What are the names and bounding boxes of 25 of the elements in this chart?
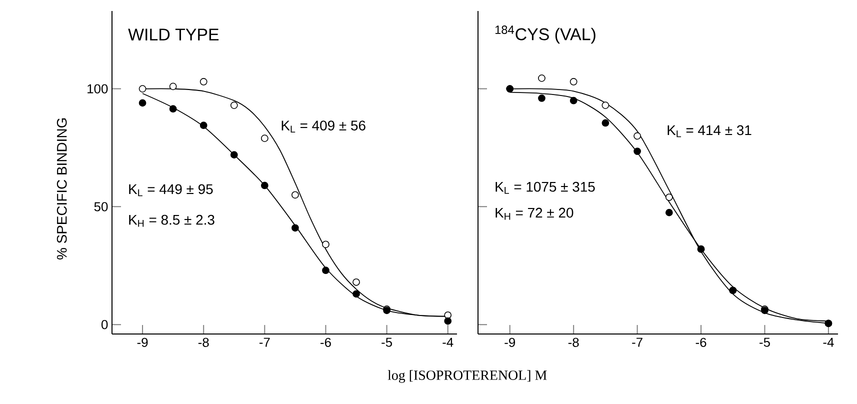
y-tick-label: 50 <box>94 202 108 212</box>
x-tick-label: -7 <box>259 338 270 347</box>
x-tick-label: -7 <box>632 338 642 347</box>
x-tick-label: -4 <box>442 338 454 347</box>
x-tick-label: -9 <box>504 338 516 347</box>
annotation: K$_{L}$ = 409 ± 56 <box>282 120 366 132</box>
y-tick-label: 100 <box>88 84 108 94</box>
x-tick-label: -6 <box>320 338 331 347</box>
x-tick-label: -5 <box>382 338 392 347</box>
annotation: K$_{L}$ = 449 ± 95 <box>129 184 213 196</box>
y-tick-label: 0 <box>101 320 108 330</box>
text: $^{184}$CYS (VAL) <box>495 26 596 44</box>
x-tick-label: -9 <box>137 338 148 347</box>
x-tick-label: -5 <box>760 338 770 347</box>
text: WILD TYPE <box>128 28 219 40</box>
x-axis-title: log [ISOPROTERENOL] M <box>388 370 547 383</box>
x-tick-label: -8 <box>198 338 209 347</box>
y-axis-title: % SPECIFIC BINDING <box>56 118 67 260</box>
x-tick-label: -6 <box>696 338 706 347</box>
annotation: K$_{H}$ = 72 ± 20 <box>496 208 574 220</box>
annotation: K$_{L}$ = 414 ± 31 <box>668 125 752 138</box>
annotation: K$_{L}$ = 1075 ± 315 <box>496 182 595 194</box>
x-tick-label: -8 <box>568 338 579 347</box>
x-tick-label: -4 <box>823 338 834 347</box>
annotation: K$_{H}$ = 8.5 ± 2.3 <box>129 214 214 227</box>
